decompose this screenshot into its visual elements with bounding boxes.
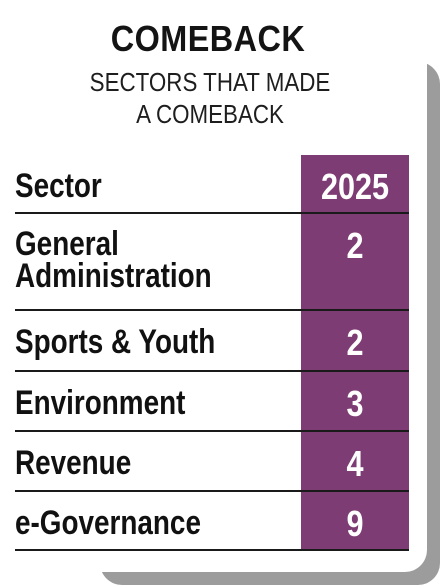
row-sector-label: e-Governance bbox=[15, 504, 201, 542]
year-column-background bbox=[301, 155, 409, 550]
row-divider bbox=[15, 490, 409, 492]
header-year-label: 2025 bbox=[320, 166, 390, 207]
header-sector-label: Sector bbox=[15, 167, 102, 205]
row-value: 2 bbox=[346, 225, 364, 266]
row-value: 3 bbox=[346, 383, 364, 424]
row-sector-label: Revenue bbox=[15, 444, 132, 482]
infographic-title: COMEBACK bbox=[110, 18, 306, 59]
infographic-subtitle: SECTORS THAT MADE A COMEBACK bbox=[89, 67, 331, 129]
row-value: 2 bbox=[346, 322, 364, 363]
row-divider bbox=[15, 309, 409, 311]
row-sector-label: Sports & Youth bbox=[15, 323, 216, 361]
row-sector-label: General Administration bbox=[15, 225, 212, 295]
row-value: 9 bbox=[346, 503, 364, 544]
row-sector-label: Environment bbox=[15, 384, 186, 422]
header-rule bbox=[15, 212, 409, 214]
infographic-card: COMEBACK SECTORS THAT MADE A COMEBACK Se… bbox=[15, 18, 409, 551]
row-divider bbox=[15, 430, 409, 432]
row-divider bbox=[15, 370, 409, 372]
bottom-rule bbox=[15, 549, 409, 551]
row-value: 4 bbox=[346, 443, 364, 484]
